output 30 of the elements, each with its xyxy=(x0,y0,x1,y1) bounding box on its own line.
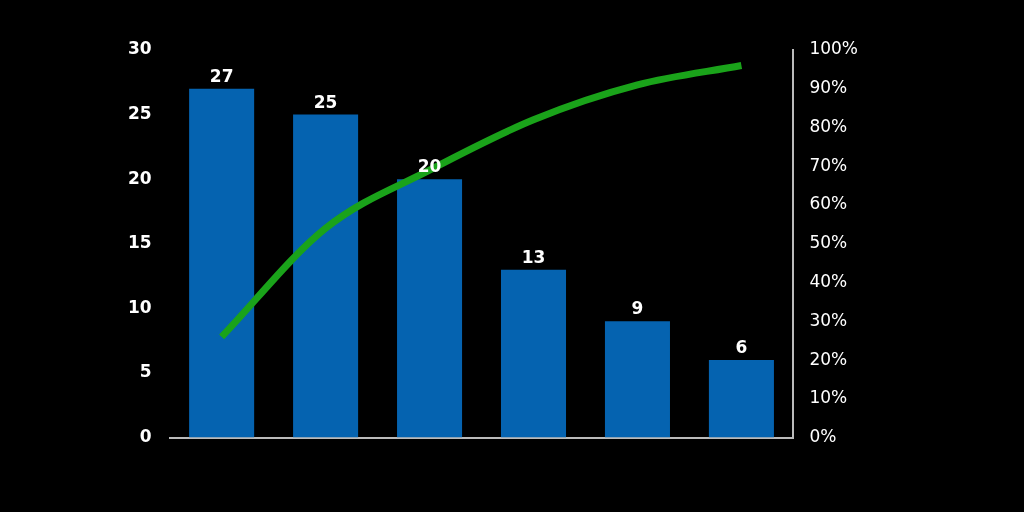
data-label: 20 xyxy=(417,156,442,177)
y2-tick-label: 10% xyxy=(809,387,848,408)
data-label: 6 xyxy=(735,337,748,357)
y2-tick-label: 50% xyxy=(809,232,848,253)
y2-tick-label: 0% xyxy=(809,426,837,447)
bar xyxy=(604,321,670,438)
bar xyxy=(189,88,255,438)
bar xyxy=(500,269,567,438)
y-tick-label: 5 xyxy=(139,361,152,382)
bar xyxy=(397,179,463,438)
y2-tick-label: 40% xyxy=(809,270,848,291)
bar xyxy=(708,360,774,438)
y2-tick-label: 90% xyxy=(809,77,848,98)
data-label: 25 xyxy=(313,91,338,112)
y2-tick-label: 80% xyxy=(809,115,848,136)
y2-tick-label: 60% xyxy=(809,193,848,214)
data-label: 27 xyxy=(209,65,234,86)
y-tick-label: 15 xyxy=(127,232,152,253)
y2-tick-label: 70% xyxy=(809,154,848,175)
y2-tick-label: 20% xyxy=(809,348,848,369)
y2-tick-label: 30% xyxy=(809,309,848,330)
y-tick-label: 20 xyxy=(127,167,152,188)
data-label: 9 xyxy=(631,298,644,319)
bar xyxy=(293,114,359,438)
y-tick-label: 0 xyxy=(139,426,152,447)
y2-tick-label: 100% xyxy=(809,38,859,59)
data-label: 13 xyxy=(521,246,546,267)
y-tick-label: 10 xyxy=(127,296,152,317)
y-tick-label: 30 xyxy=(127,38,152,59)
y-tick-label: 25 xyxy=(127,103,152,124)
